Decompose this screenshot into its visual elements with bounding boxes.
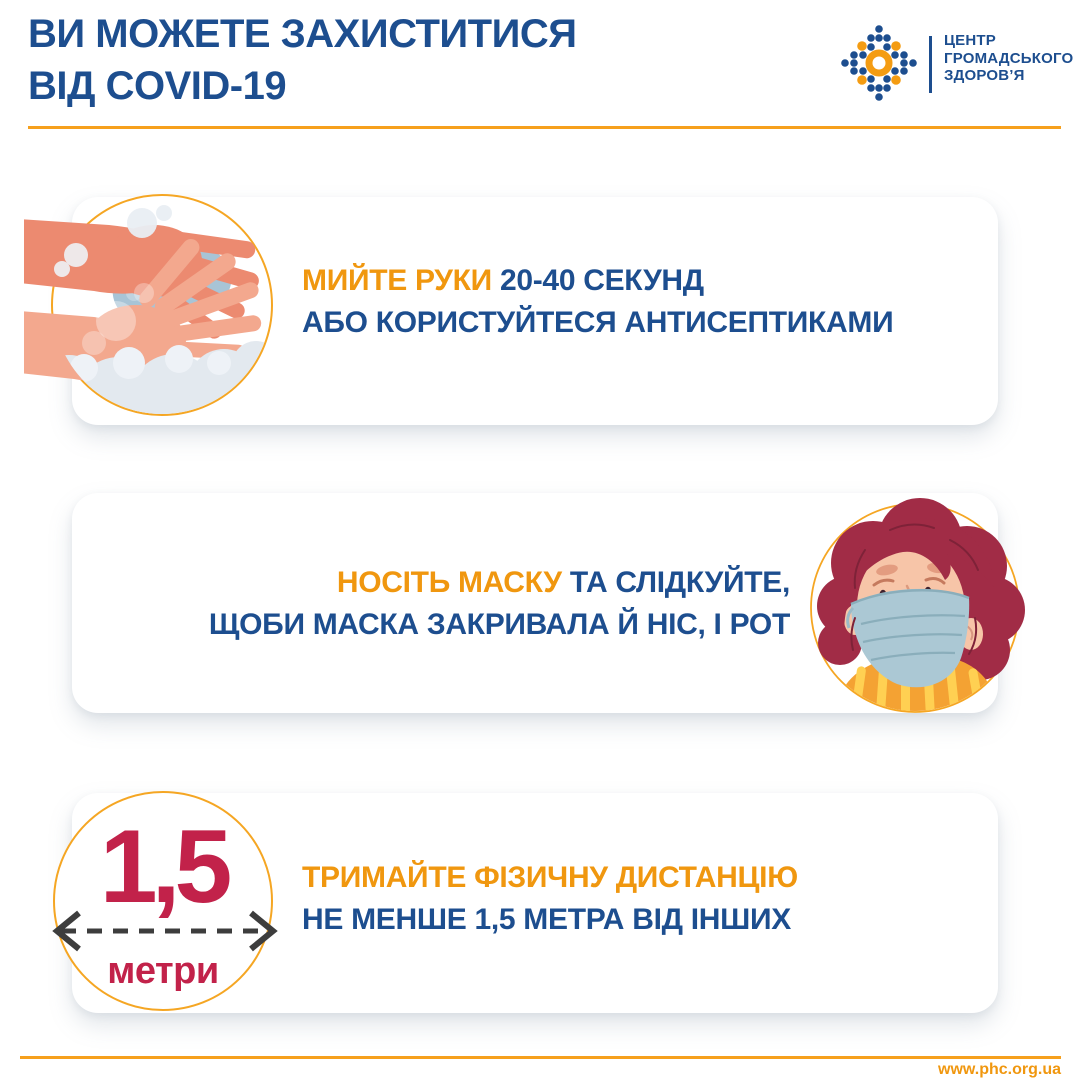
card-lead-rest-text: ТА СЛІДКУЙТЕ, (561, 566, 790, 599)
page-title-line1: ВИ МОЖЕТЕ ЗАХИСТИТИСЯ (28, 12, 577, 56)
card-line: МИЙТЕ РУКИ 20-40 СЕКУНД (302, 260, 893, 302)
card-wear-mask-text: НОСІТЬ МАСКУ ТА СЛІДКУЙТЕ, ЩОБИ МАСКА ЗА… (209, 562, 790, 646)
card-keep-distance-text: ТРИМАЙТЕ ФІЗИЧНУ ДИСТАНЦІЮ НЕ МЕНШЕ 1,5 … (302, 857, 798, 941)
hair-front (836, 518, 1002, 664)
card-lead-text: МИЙТЕ РУКИ (302, 264, 492, 297)
card-lead-rest-text: 20-40 СЕКУНД (491, 264, 704, 297)
phc-dots-logo-icon (841, 25, 917, 101)
card-line: АБО КОРИСТУЙТЕСЯ АНТИСЕПТИКАМИ (302, 306, 894, 339)
face-mask (846, 588, 970, 688)
page-title-line2: ВІД COVID-19 (28, 64, 287, 108)
card-line: НОСІТЬ МАСКУ ТА СЛІДКУЙТЕ, (209, 562, 790, 604)
logo-separator (929, 36, 932, 93)
page-title: ВИ МОЖЕТЕ ЗАХИСТИТИСЯ ВІД COVID-19 (28, 8, 577, 112)
phc-logo: ЦЕНТР ГРОМАДСЬКОГО ЗДОРОВ’Я (836, 18, 1073, 118)
footer-divider (20, 1056, 1061, 1059)
distance-unit: метри (107, 950, 219, 992)
card-wash-hands-text: МИЙТЕ РУКИ 20-40 СЕКУНД АБО КОРИСТУЙТЕСЯ… (302, 260, 894, 344)
distance-value: 1,5 (99, 809, 233, 925)
card-lead-text: ТРИМАЙТЕ ФІЗИЧНУ ДИСТАНЦІЮ (302, 861, 798, 894)
footer-website-link[interactable]: www.phc.org.ua (938, 1061, 1061, 1078)
hand-washing-icon (24, 194, 273, 416)
double-arrow-icon (52, 910, 278, 952)
logo-text-line3: ЗДОРОВ’Я (944, 67, 1025, 84)
masked-woman-icon (810, 498, 1025, 713)
header-divider (28, 126, 1061, 129)
logo-text-line2: ГРОМАДСЬКОГО (944, 49, 1074, 67)
card-line: НЕ МЕНШЕ 1,5 МЕТРА ВІД ІНШИХ (302, 903, 791, 936)
card-lead-text: НОСІТЬ МАСКУ (336, 566, 562, 599)
logo-text-line1: ЦЕНТР (944, 32, 996, 49)
card-line: ТРИМАЙТЕ ФІЗИЧНУ ДИСТАНЦІЮ (302, 857, 798, 899)
card-line: ЩОБИ МАСКА ЗАКРИВАЛА Й НІС, І РОТ (208, 608, 790, 641)
distance-badge-icon: 1,5 метри (52, 791, 278, 1011)
logo-text: ЦЕНТР ГРОМАДСЬКОГО ЗДОРОВ’Я (944, 32, 1073, 85)
